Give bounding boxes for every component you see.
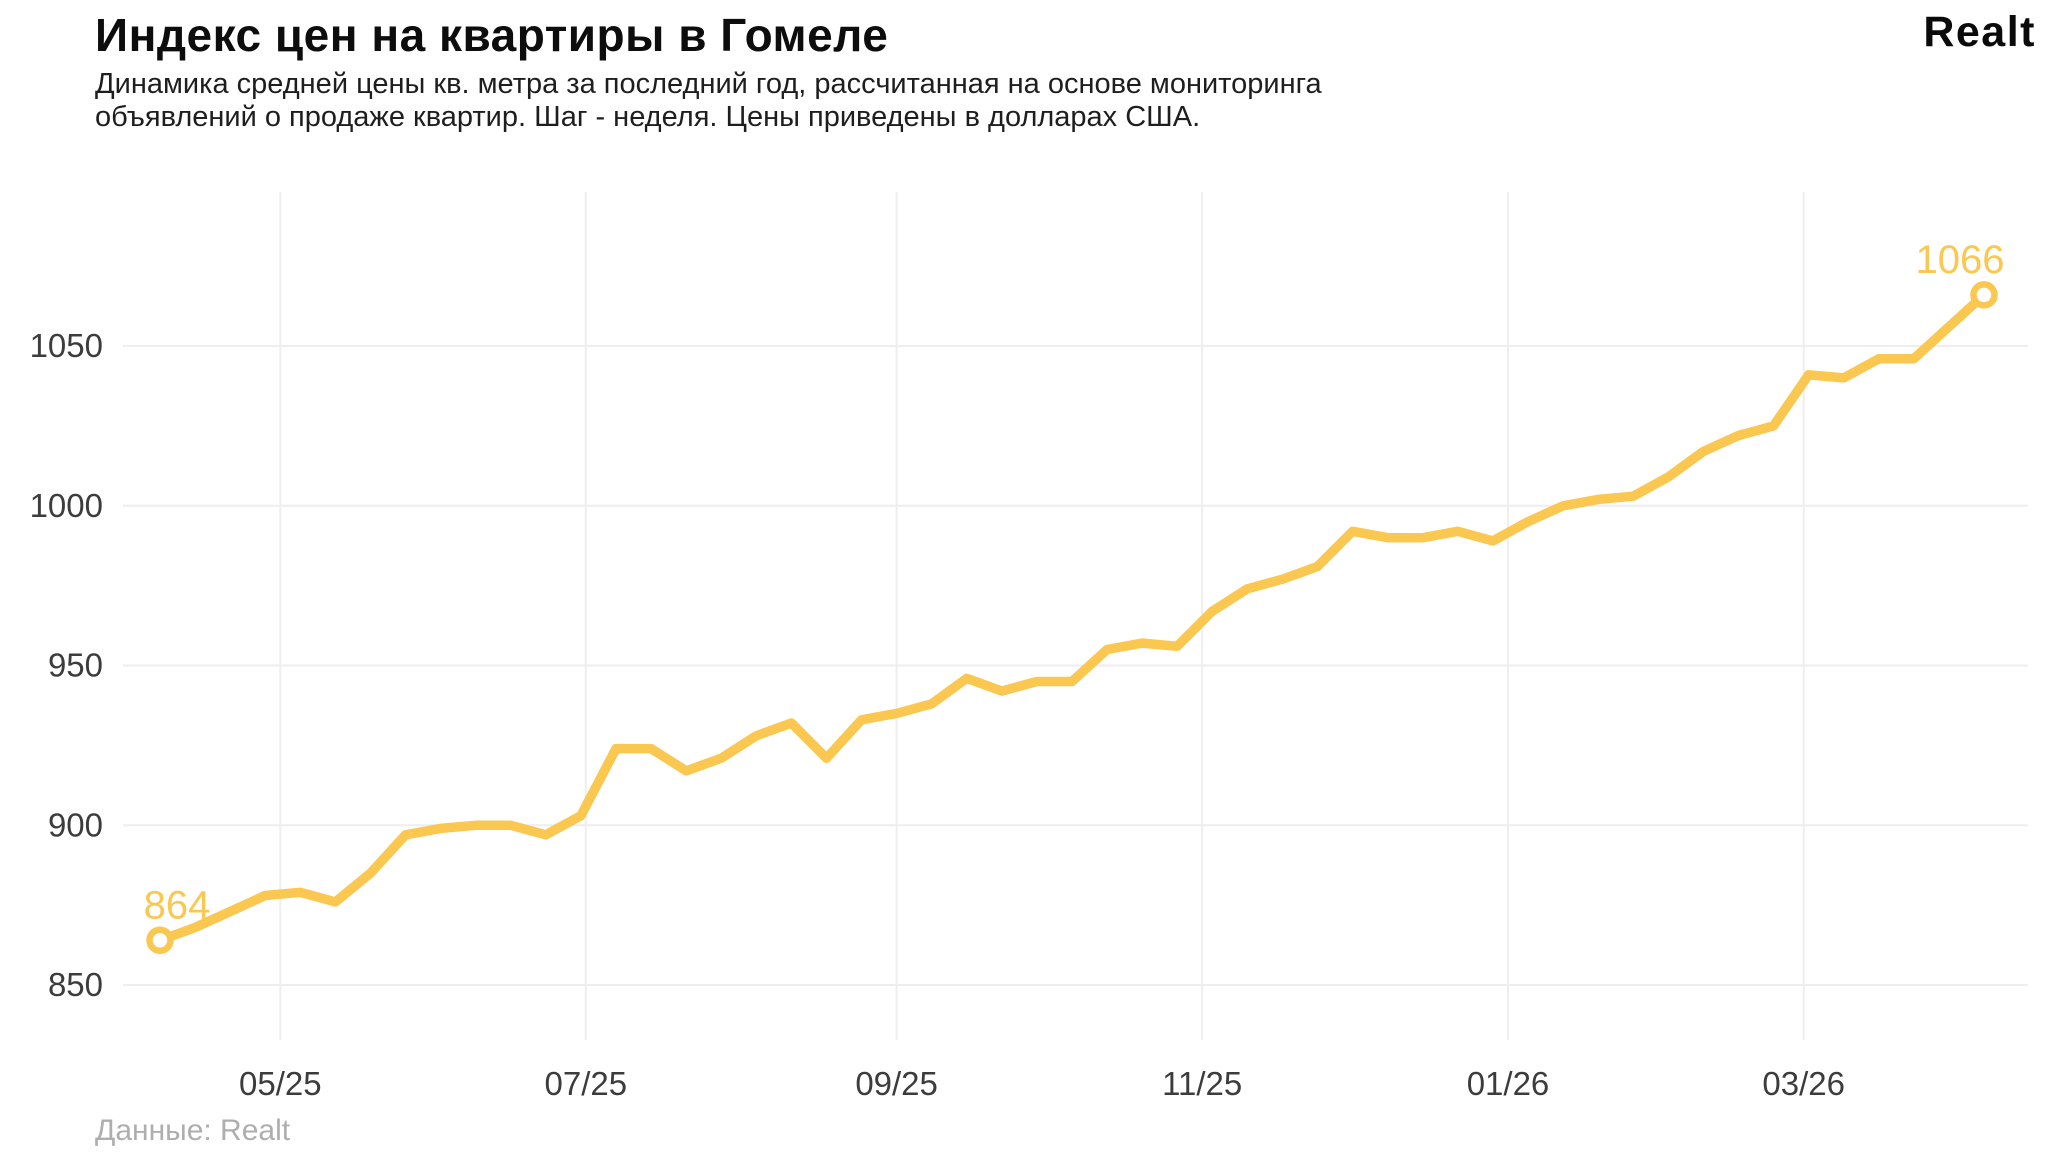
- chart-subtitle-line2: объявлений о продаже квартир. Шаг - неде…: [95, 101, 1201, 133]
- y-axis-tick-label: 850: [48, 966, 103, 1003]
- end-value-label: 1066: [1916, 238, 2005, 282]
- y-axis-tick-label: 900: [48, 806, 103, 843]
- start-point-marker: [146, 926, 174, 955]
- x-axis-tick-label: 05/25: [239, 1065, 322, 1102]
- x-axis-tick-label: 11/25: [1162, 1065, 1242, 1102]
- chart-subtitle-line1: Динамика средней цены кв. метра за после…: [95, 68, 1322, 100]
- x-axis-tick-label: 09/25: [855, 1065, 938, 1102]
- end-point-marker: [1970, 281, 1998, 309]
- chart-subtitle: Динамика средней цены кв. метра за после…: [95, 68, 1322, 134]
- price-index-line: [155, 290, 1989, 946]
- realt-logo: Realt: [1923, 8, 2036, 56]
- y-axis-tick-label: 1000: [30, 487, 103, 524]
- x-axis-tick-label: 01/26: [1467, 1065, 1550, 1102]
- x-axis-tick-label: 03/26: [1762, 1065, 1845, 1102]
- start-value-label: 864: [144, 883, 211, 927]
- y-axis-tick-label: 1050: [30, 327, 103, 364]
- y-axis-tick-label: 950: [48, 647, 103, 684]
- page-title: Индекс цен на квартиры в Гомеле: [95, 9, 889, 61]
- data-source-note: Данные: Realt: [95, 1114, 291, 1147]
- x-axis-tick-label: 07/25: [545, 1065, 628, 1102]
